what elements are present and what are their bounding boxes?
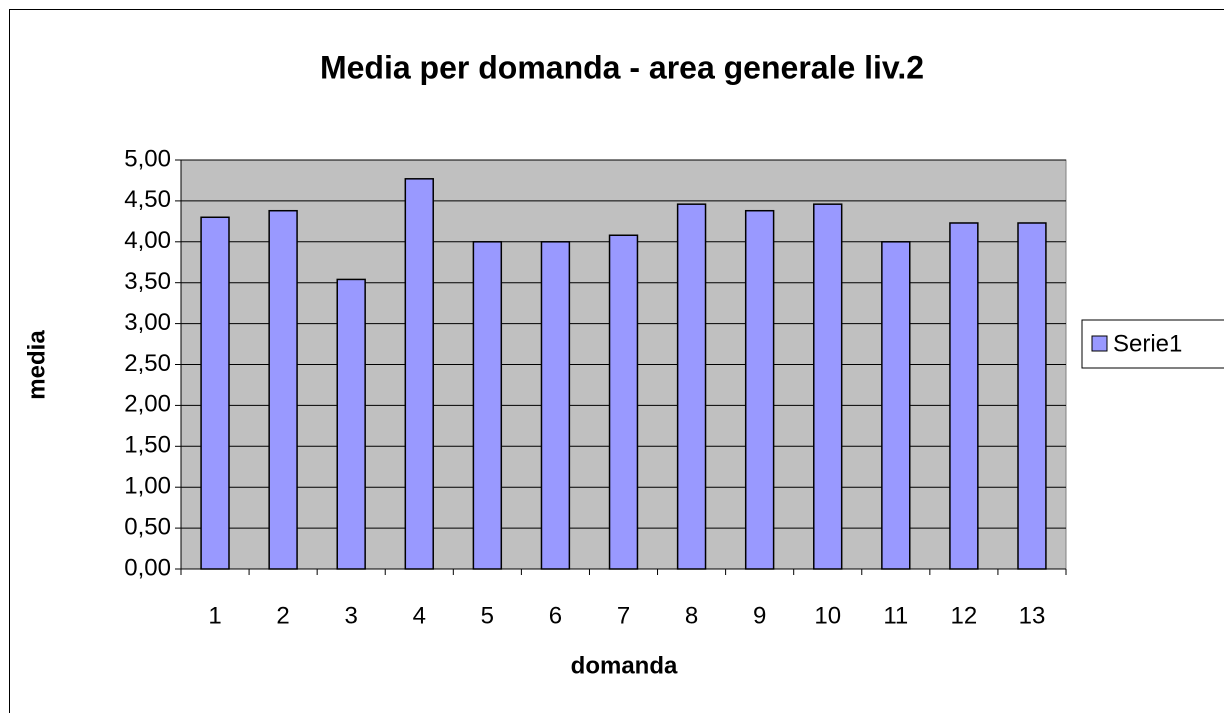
bar xyxy=(949,222,979,570)
x-tick-label: 12 xyxy=(951,602,978,629)
bar xyxy=(676,203,707,570)
bar xyxy=(608,234,639,570)
x-tick-label: 9 xyxy=(753,602,766,629)
chart-title: Media per domanda - area generale liv.2 xyxy=(320,49,924,85)
bar xyxy=(813,203,843,570)
y-tick-label: 3,50 xyxy=(124,268,171,295)
y-tick-label: 4,00 xyxy=(124,227,171,254)
x-tick-label: 13 xyxy=(1019,602,1046,629)
bar xyxy=(472,241,503,570)
legend-swatch xyxy=(1091,335,1108,352)
x-tick-label: 10 xyxy=(814,602,841,629)
x-axis-label: domanda xyxy=(571,652,678,679)
y-tick-label: 5,00 xyxy=(124,145,171,172)
y-tick-label: 4,50 xyxy=(124,186,171,213)
x-tick-label: 4 xyxy=(413,602,426,629)
y-tick-label: 0,50 xyxy=(124,513,171,540)
y-tick-label: 2,50 xyxy=(124,350,171,377)
bar xyxy=(1017,222,1047,570)
x-tick-label: 8 xyxy=(685,602,698,629)
x-tick-label: 5 xyxy=(481,602,494,629)
bar xyxy=(744,209,775,570)
x-tick-label: 3 xyxy=(345,602,358,629)
x-tick-label: 7 xyxy=(617,602,630,629)
legend-label: Serie1 xyxy=(1113,330,1182,357)
y-axis-label: media xyxy=(23,330,50,400)
y-tick-label: 0,00 xyxy=(124,554,171,581)
bar xyxy=(200,216,230,570)
y-tick-label: 1,50 xyxy=(124,432,171,459)
bar xyxy=(404,178,434,570)
bar xyxy=(881,241,911,570)
y-tick-label: 3,00 xyxy=(124,309,171,336)
bar xyxy=(336,278,366,570)
x-tick-label: 1 xyxy=(208,602,221,629)
x-tick-label: 6 xyxy=(549,602,562,629)
x-tick-label: 2 xyxy=(276,602,289,629)
y-tick-label: 1,00 xyxy=(124,473,171,500)
x-tick-label: 11 xyxy=(883,602,908,629)
bar xyxy=(268,209,298,570)
y-tick-label: 2,00 xyxy=(124,391,171,418)
bar xyxy=(540,241,571,570)
